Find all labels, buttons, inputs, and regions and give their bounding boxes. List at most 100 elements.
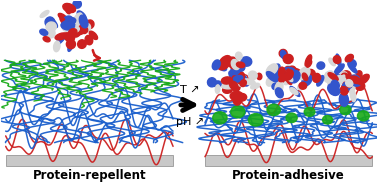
Ellipse shape <box>74 13 83 26</box>
Ellipse shape <box>55 33 68 40</box>
Ellipse shape <box>243 79 255 85</box>
Ellipse shape <box>358 74 369 84</box>
Ellipse shape <box>234 76 247 86</box>
Ellipse shape <box>347 76 354 87</box>
Ellipse shape <box>64 32 74 42</box>
Ellipse shape <box>213 112 227 124</box>
Ellipse shape <box>279 49 287 57</box>
Ellipse shape <box>65 18 76 25</box>
Ellipse shape <box>322 116 333 124</box>
Ellipse shape <box>233 94 242 105</box>
Ellipse shape <box>283 67 296 75</box>
Ellipse shape <box>335 64 344 74</box>
Ellipse shape <box>257 73 262 80</box>
Ellipse shape <box>284 72 292 84</box>
Ellipse shape <box>215 85 220 93</box>
Ellipse shape <box>65 22 73 29</box>
Ellipse shape <box>208 78 216 87</box>
Ellipse shape <box>66 23 72 28</box>
Ellipse shape <box>237 64 245 71</box>
Ellipse shape <box>284 71 293 81</box>
Ellipse shape <box>350 89 356 102</box>
Ellipse shape <box>275 81 283 94</box>
Ellipse shape <box>67 20 76 27</box>
Ellipse shape <box>86 20 94 29</box>
Text: pH ↗: pH ↗ <box>176 117 204 127</box>
Ellipse shape <box>233 74 243 82</box>
Ellipse shape <box>62 23 74 31</box>
Ellipse shape <box>339 93 349 106</box>
Ellipse shape <box>305 55 312 67</box>
Ellipse shape <box>40 29 48 35</box>
Ellipse shape <box>67 21 74 31</box>
Ellipse shape <box>329 75 336 86</box>
Ellipse shape <box>266 64 277 75</box>
Ellipse shape <box>231 59 240 70</box>
Ellipse shape <box>345 54 353 62</box>
Ellipse shape <box>341 84 349 93</box>
Ellipse shape <box>340 87 348 95</box>
Ellipse shape <box>67 22 73 27</box>
Ellipse shape <box>324 71 334 82</box>
Ellipse shape <box>333 56 341 64</box>
Ellipse shape <box>54 41 60 52</box>
Ellipse shape <box>328 84 339 96</box>
Ellipse shape <box>46 22 56 32</box>
Ellipse shape <box>217 59 229 70</box>
Ellipse shape <box>350 76 361 84</box>
Ellipse shape <box>329 58 335 66</box>
Ellipse shape <box>231 66 240 76</box>
Ellipse shape <box>68 29 77 36</box>
Ellipse shape <box>62 21 75 29</box>
Text: T ↗: T ↗ <box>180 85 200 95</box>
Ellipse shape <box>338 75 346 81</box>
FancyArrowPatch shape <box>181 99 194 111</box>
Ellipse shape <box>237 65 243 70</box>
Ellipse shape <box>48 31 54 37</box>
Ellipse shape <box>302 75 312 86</box>
Ellipse shape <box>279 75 288 82</box>
Ellipse shape <box>223 86 232 93</box>
Ellipse shape <box>304 107 315 116</box>
Text: Protein-adhesive: Protein-adhesive <box>232 169 345 182</box>
Ellipse shape <box>273 71 283 82</box>
Ellipse shape <box>336 54 341 66</box>
Ellipse shape <box>283 54 293 64</box>
Ellipse shape <box>73 0 81 8</box>
Ellipse shape <box>350 75 361 86</box>
Ellipse shape <box>282 72 289 82</box>
Ellipse shape <box>63 3 76 13</box>
Ellipse shape <box>290 68 302 73</box>
Ellipse shape <box>230 91 243 101</box>
Ellipse shape <box>306 69 315 79</box>
Ellipse shape <box>290 86 300 96</box>
Ellipse shape <box>240 77 247 84</box>
Ellipse shape <box>285 69 290 81</box>
Ellipse shape <box>221 83 234 89</box>
Ellipse shape <box>237 73 245 83</box>
FancyArrowPatch shape <box>93 50 100 61</box>
Ellipse shape <box>279 67 286 80</box>
Ellipse shape <box>284 70 293 80</box>
Ellipse shape <box>233 75 243 82</box>
Ellipse shape <box>284 79 290 85</box>
Ellipse shape <box>272 83 279 90</box>
Ellipse shape <box>45 17 55 27</box>
Ellipse shape <box>340 105 351 115</box>
Ellipse shape <box>73 25 83 37</box>
Ellipse shape <box>60 17 69 27</box>
Ellipse shape <box>299 82 307 89</box>
Ellipse shape <box>288 66 296 73</box>
Ellipse shape <box>356 71 362 77</box>
Ellipse shape <box>234 74 247 81</box>
Ellipse shape <box>48 29 55 38</box>
Ellipse shape <box>328 73 338 80</box>
Ellipse shape <box>232 83 240 91</box>
Ellipse shape <box>43 37 50 42</box>
Ellipse shape <box>290 70 300 83</box>
Ellipse shape <box>62 22 68 27</box>
Ellipse shape <box>325 72 331 79</box>
Ellipse shape <box>58 13 67 21</box>
Ellipse shape <box>337 75 345 86</box>
Ellipse shape <box>285 72 292 79</box>
